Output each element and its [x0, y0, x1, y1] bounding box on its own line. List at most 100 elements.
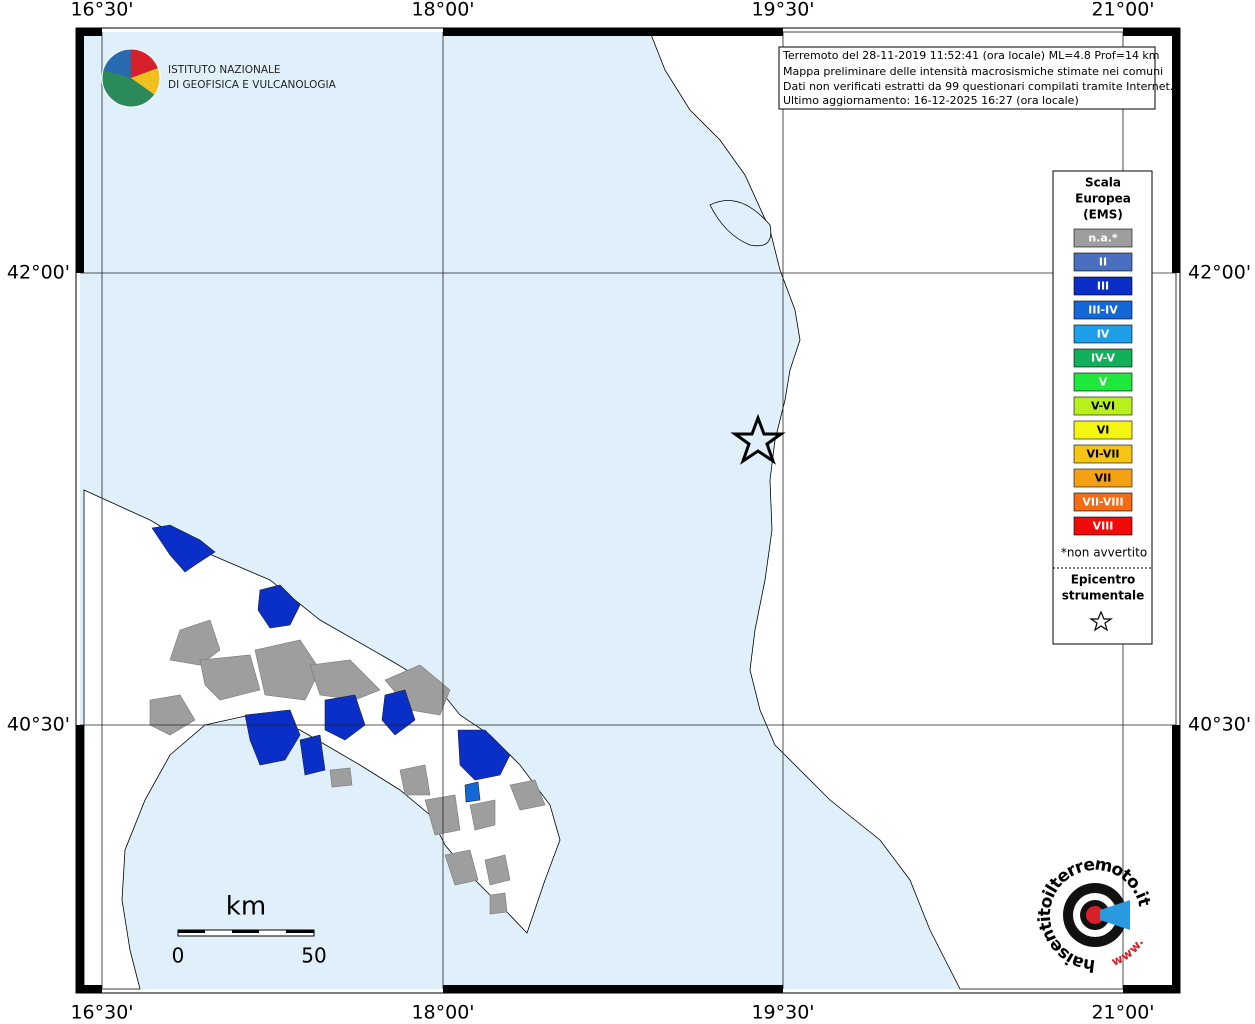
legend-label: VIII [1093, 520, 1114, 533]
legend-label: VII [1095, 472, 1112, 485]
frame-segment [1172, 28, 1180, 273]
municipality [444, 849, 479, 886]
municipality [151, 524, 216, 573]
legend-label: IV-V [1091, 352, 1116, 365]
legend-label: III [1097, 280, 1109, 293]
logo-segment [131, 49, 158, 78]
frame [75, 27, 1181, 994]
balkan-land [649, 31, 1177, 990]
municipality [169, 619, 221, 666]
info-line: Terremoto del 28-11-2019 11:52:41 (ora l… [782, 49, 1160, 62]
frame-segment [443, 985, 783, 993]
legend-swatch [1073, 324, 1133, 344]
frame-segment [1172, 725, 1180, 993]
legend-note: *non avvertito [1061, 546, 1147, 560]
epicentre-star [730, 413, 786, 465]
legend-star [1089, 610, 1113, 632]
longitude-label: 18°00' [411, 0, 474, 21]
municipality [457, 729, 511, 781]
frame-segment [1123, 985, 1180, 993]
frame-segment [1123, 28, 1180, 36]
municipality [299, 734, 326, 776]
info-line: Dati non verificati estratti da 99 quest… [783, 80, 1173, 93]
legend-swatch [1073, 252, 1133, 272]
info-box [778, 46, 1156, 110]
legend-label: VI [1097, 424, 1110, 437]
municipality [381, 689, 416, 736]
scale-end: 50 [301, 944, 326, 968]
legend-title: Scala [1085, 176, 1121, 190]
legend-label: II [1099, 256, 1107, 269]
legend-swatch [1073, 228, 1133, 248]
legend-swatch [1073, 300, 1133, 320]
municipality [399, 764, 431, 796]
municipality [464, 781, 481, 803]
municipalities [149, 524, 546, 915]
municipality [489, 892, 508, 915]
municipality [509, 779, 546, 811]
legend-swatch [1073, 468, 1133, 488]
legend: Scala Europea (EMS) *non avvertito Epice… [1052, 170, 1153, 645]
badge-center [1086, 906, 1104, 924]
info-line: Mappa preliminare delle intensità macros… [783, 65, 1163, 78]
legend-label: VII-VIII [1082, 496, 1123, 509]
lake [709, 200, 772, 247]
scale-segment [286, 930, 314, 933]
info-line: Ultimo aggiornamento: 16-12-2025 16:27 (… [783, 94, 1079, 107]
municipality [309, 659, 381, 701]
scale-unit: km [226, 892, 266, 922]
scale-segment [232, 930, 259, 933]
legend-swatch [1073, 492, 1133, 512]
latitude-label: 42°00' [1188, 262, 1251, 284]
logo-text: ISTITUTO NAZIONALE [168, 64, 281, 76]
legend-swatch [1073, 516, 1133, 536]
frame-segment [76, 28, 102, 36]
badge-beam [1100, 900, 1130, 930]
scale-bar: km 0 50 [172, 892, 327, 968]
scale-segment [178, 930, 205, 933]
latitude-label: 42°00' [7, 262, 70, 284]
legend-swatch [1073, 444, 1133, 464]
latitude-label: 40°30' [7, 714, 70, 736]
longitude-label: 21°00' [1091, 0, 1154, 21]
logo-segment [103, 48, 131, 78]
municipality [199, 654, 261, 701]
legend-swatch [1073, 396, 1133, 416]
municipality [329, 767, 353, 788]
municipality [244, 709, 301, 766]
longitude-label: 19°30' [751, 1002, 814, 1024]
logo-outline [101, 48, 161, 108]
longitude-label: 16°30' [70, 0, 133, 21]
logo-text: DI GEOFISICA E VULCANOLOGIA [168, 79, 337, 91]
legend-epicentre: Epicentro [1071, 573, 1136, 587]
logo-segment [131, 68, 161, 95]
legend-epicentre: strumentale [1062, 589, 1145, 603]
legend-swatch [1073, 420, 1133, 440]
legend-title: (EMS) [1083, 208, 1123, 222]
longitude-label: 19°30' [751, 0, 814, 21]
legend-label: V-VI [1091, 400, 1115, 413]
frame-segment [76, 28, 84, 273]
municipality [469, 799, 496, 831]
scale-start: 0 [172, 944, 185, 968]
latitude-label: 40°30' [1188, 714, 1251, 736]
ingv-logo: ISTITUTO NAZIONALE DI GEOFISICA E VULCAN… [101, 48, 337, 108]
legend-swatch [1073, 348, 1133, 368]
municipality [254, 639, 321, 701]
municipality [484, 854, 511, 886]
frame-segment [443, 28, 783, 36]
legend-label: IV [1097, 328, 1110, 341]
legend-label: n.a.* [1088, 232, 1118, 245]
legend-title: Europea [1075, 192, 1131, 206]
municipality [424, 794, 461, 836]
legend-swatch [1073, 276, 1133, 296]
legend-swatch [1073, 372, 1133, 392]
longitude-label: 18°00' [411, 1002, 474, 1024]
frame-segment [76, 985, 102, 993]
legend-label: VI-VII [1086, 448, 1119, 461]
municipality [257, 584, 301, 629]
legend-label: III-IV [1088, 304, 1118, 317]
legend-label: V [1099, 376, 1108, 389]
frame-segment [76, 725, 84, 993]
